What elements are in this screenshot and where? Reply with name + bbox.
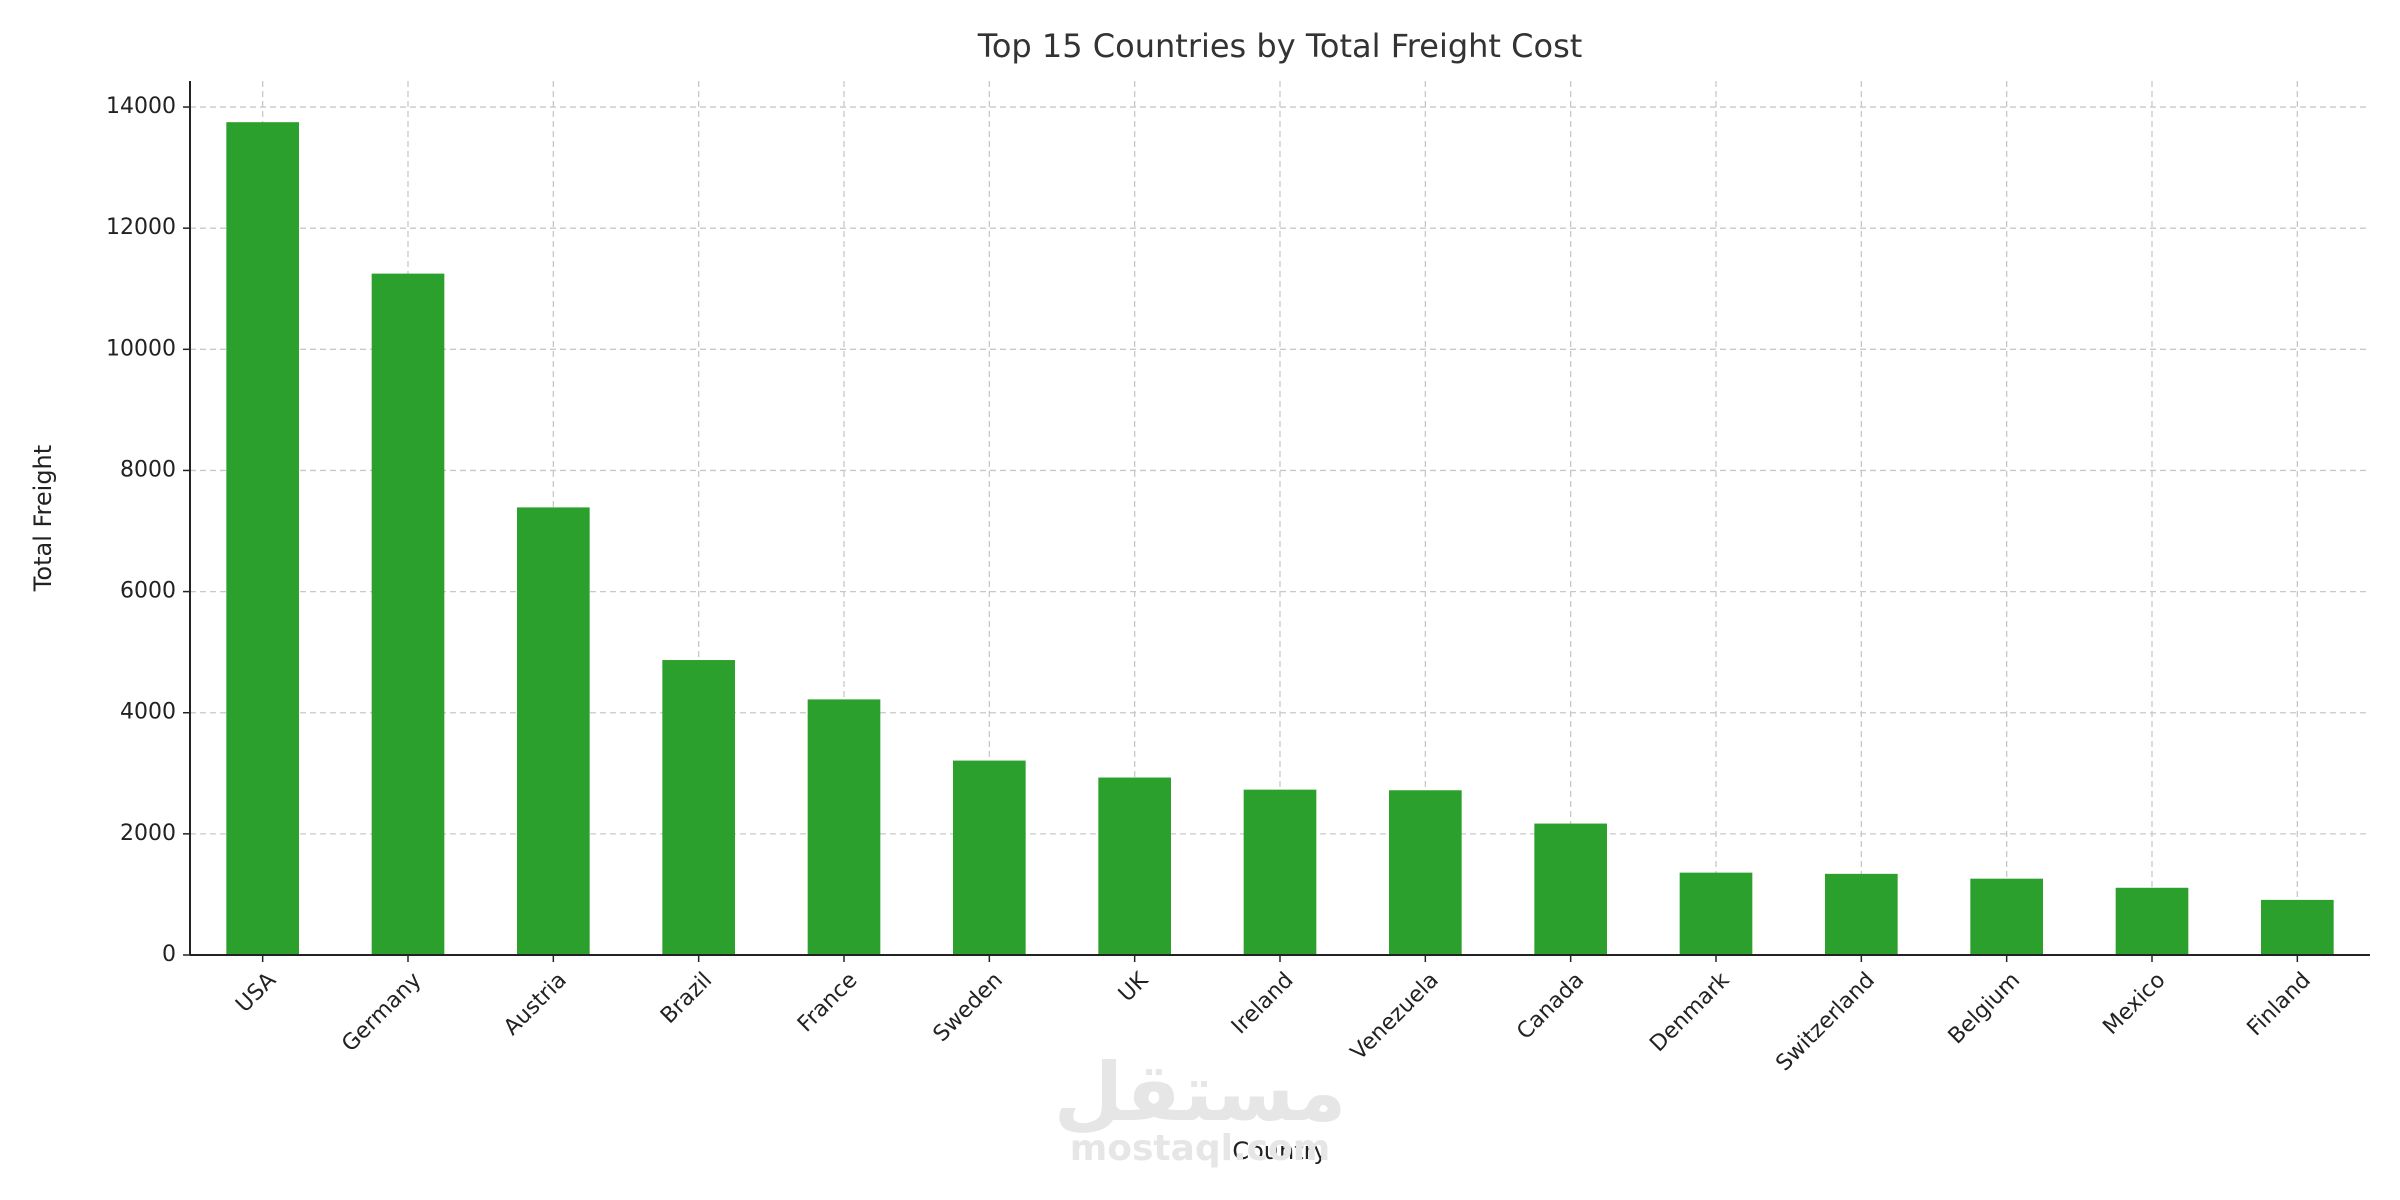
x-tick-label: Belgium [1944,968,2025,1049]
x-tick-label: Austria [499,968,572,1041]
bar [517,507,590,955]
x-tick-label: Venezuela [1346,968,1444,1066]
x-tick-label: Sweden [929,968,1008,1047]
bar [1970,878,2043,955]
y-tick-label: 4000 [120,700,176,725]
y-tick-label: 14000 [106,94,176,119]
x-tick-label: Mexico [2098,968,2170,1040]
watermark: mostaql.com [1070,1128,1331,1169]
x-tick-label: UK [1114,967,1154,1007]
bar [953,760,1026,955]
bar [226,122,299,956]
x-tick-label: France [793,968,862,1037]
x-tick-label: Canada [1512,968,1589,1045]
x-tick-label: Germany [337,968,426,1057]
y-tick-label: 10000 [106,336,176,361]
x-tick-label: Brazil [656,968,717,1029]
x-tick-label: USA [231,968,281,1018]
bar [1679,872,1753,955]
x-tick-label: Denmark [1645,968,1734,1057]
x-tick-label: Finland [2243,968,2316,1041]
y-tick-label: 2000 [120,821,176,846]
x-axis-label: Country [1232,1137,1327,1165]
bar [371,273,445,955]
bar [1243,789,1317,955]
y-tick-label: 0 [162,942,176,967]
y-axis-label: Total Freight [29,445,57,592]
bar [1825,873,1898,955]
chart-title: Top 15 Countries by Total Freight Cost [977,27,1583,65]
bar [1534,823,1607,955]
watermark: مستقل [1054,1046,1347,1139]
bar [2261,899,2334,955]
bar [1098,777,1171,955]
x-tick-label: Switzerland [1771,968,1879,1076]
bar [807,699,881,955]
x-tick-label: Ireland [1227,968,1298,1039]
y-tick-label: 12000 [106,215,176,240]
y-tick-label: 8000 [120,457,176,482]
bar [662,660,735,955]
bar [1389,790,1462,955]
bar [2115,887,2189,955]
y-tick-label: 6000 [120,579,176,604]
